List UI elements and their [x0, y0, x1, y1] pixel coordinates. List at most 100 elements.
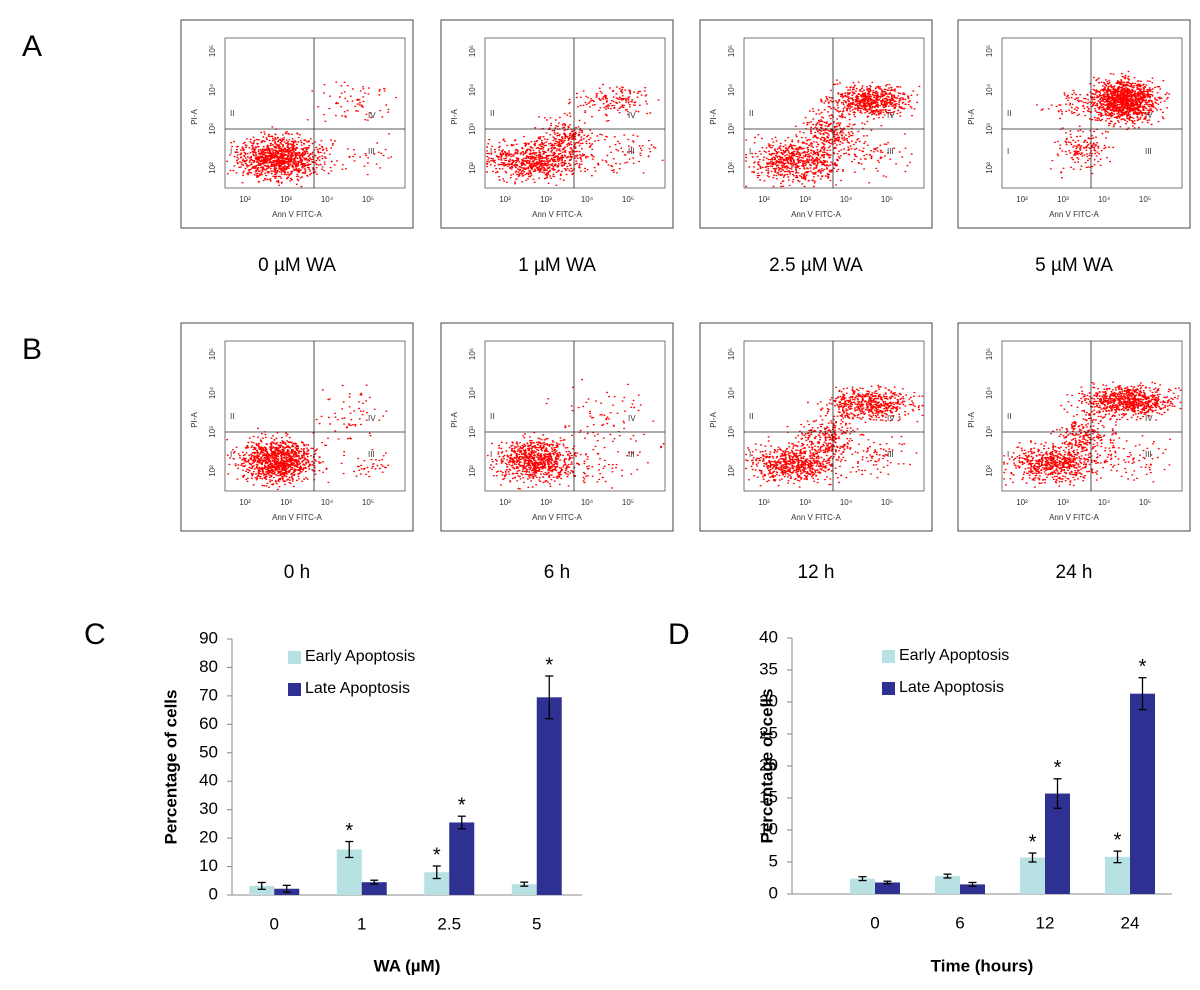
- caption: 0 µM WA: [258, 255, 336, 276]
- y-tick-label: 10⁴: [727, 386, 736, 399]
- bar: [511, 884, 537, 895]
- y-axis-title: Percentage of cells: [161, 690, 180, 845]
- panel-frame: [699, 322, 933, 532]
- bar: [875, 882, 900, 894]
- panel-frame: [180, 19, 414, 229]
- quadrant-label: IV: [1145, 111, 1153, 120]
- legend-swatch: [882, 682, 895, 695]
- caption: 0 h: [284, 562, 310, 583]
- quadrant-label: III: [1145, 147, 1152, 156]
- quadrant-label: IV: [1145, 414, 1153, 423]
- y-tick-label: 10⁵: [208, 45, 217, 57]
- y-axis-label: PI-A: [450, 412, 459, 428]
- error-bar: [457, 815, 466, 830]
- legend-label: Early Apoptosis: [305, 648, 415, 665]
- error-bar: [520, 881, 529, 887]
- caption: 1 µM WA: [518, 255, 596, 276]
- x-tick-label: 10²: [1016, 195, 1028, 204]
- significance-marker: *: [345, 820, 353, 842]
- y-tick-label: 10³: [985, 426, 994, 438]
- x-axis-title: WA (µM): [374, 956, 441, 975]
- quadrant-label: III: [887, 147, 894, 156]
- event-dots: [226, 81, 398, 188]
- y-tick-label: 5: [769, 851, 778, 870]
- legend-swatch: [882, 650, 895, 663]
- x-tick-label: 10⁴: [321, 498, 334, 507]
- x-tick-label: 10²: [499, 195, 511, 204]
- event-dots: [745, 79, 921, 188]
- x-tick-label: 10²: [758, 195, 770, 204]
- quadrant-label: IV: [628, 414, 636, 423]
- bar: [249, 885, 275, 895]
- y-tick-label: 30: [759, 691, 778, 710]
- panel-frame: [440, 322, 674, 532]
- quadrant-label: II: [490, 412, 494, 421]
- error-bar: [968, 881, 977, 887]
- bar: [536, 697, 562, 895]
- x-axis-label: Ann V FITC-A: [272, 513, 322, 522]
- x-tick-label: 10⁵: [622, 498, 634, 507]
- quadrant-label: I: [1007, 450, 1009, 459]
- y-tick-label: 10³: [468, 123, 477, 135]
- error-bar: [1113, 850, 1122, 864]
- quadrant-label: III: [368, 147, 375, 156]
- y-axis-title: Percentage of cells: [757, 689, 776, 844]
- panel-frame: [180, 322, 414, 532]
- quadrant-label: I: [1007, 147, 1009, 156]
- x-tick-label: 10⁵: [362, 498, 374, 507]
- significance-marker: *: [1029, 831, 1037, 853]
- y-tick-label: 10⁵: [208, 348, 217, 360]
- error-bar: [943, 873, 952, 879]
- quadrant-label: II: [230, 412, 234, 421]
- legend-swatch: [288, 683, 301, 696]
- bar: [960, 884, 985, 894]
- x-axis-label: Ann V FITC-A: [791, 210, 841, 219]
- y-tick-label: 10⁴: [208, 83, 217, 96]
- bar: [424, 872, 450, 895]
- x-tick-label: 0: [270, 914, 279, 933]
- y-tick-label: 10: [199, 856, 218, 875]
- y-tick-label: 0: [209, 884, 218, 903]
- y-tick-label: 10³: [985, 123, 994, 135]
- plot-frame: [484, 340, 666, 492]
- y-tick-label: 10³: [727, 426, 736, 438]
- x-axis-label: Ann V FITC-A: [272, 210, 322, 219]
- y-tick-label: 10²: [727, 465, 736, 477]
- significance-marker: *: [1114, 829, 1122, 851]
- y-tick-label: 10²: [468, 162, 477, 174]
- x-tick-label: 12: [1036, 913, 1055, 932]
- bar: [850, 878, 875, 894]
- x-tick-label: 10²: [239, 195, 251, 204]
- event-dots: [745, 384, 924, 488]
- y-tick-label: 10²: [208, 162, 217, 174]
- panel-frame: [440, 19, 674, 229]
- quadrant-label: III: [368, 450, 375, 459]
- y-tick-label: 20: [199, 828, 218, 847]
- error-bar: [370, 879, 379, 885]
- x-tick-label: 10³: [799, 195, 811, 204]
- x-tick-label: 10⁴: [321, 195, 334, 204]
- bar: [449, 822, 475, 895]
- significance-marker: *: [545, 654, 553, 676]
- x-axis-label: Ann V FITC-A: [532, 210, 582, 219]
- y-axis-label: PI-A: [450, 109, 459, 125]
- y-tick-label: 20: [759, 755, 778, 774]
- x-tick-label: 10⁴: [840, 195, 853, 204]
- x-tick-label: 10³: [280, 498, 292, 507]
- error-bar: [432, 865, 441, 880]
- bar: [1130, 693, 1155, 894]
- legend-swatch: [288, 651, 301, 664]
- x-tick-label: 10³: [1057, 498, 1069, 507]
- significance-marker: *: [458, 794, 466, 816]
- plot-frame: [224, 340, 406, 492]
- x-tick-label: 10⁴: [1098, 195, 1111, 204]
- quadrant-label: I: [490, 450, 492, 459]
- y-axis-label: PI-A: [967, 109, 976, 125]
- y-axis-label: PI-A: [190, 412, 199, 428]
- x-tick-label: 10⁵: [1139, 195, 1151, 204]
- bar: [935, 876, 960, 894]
